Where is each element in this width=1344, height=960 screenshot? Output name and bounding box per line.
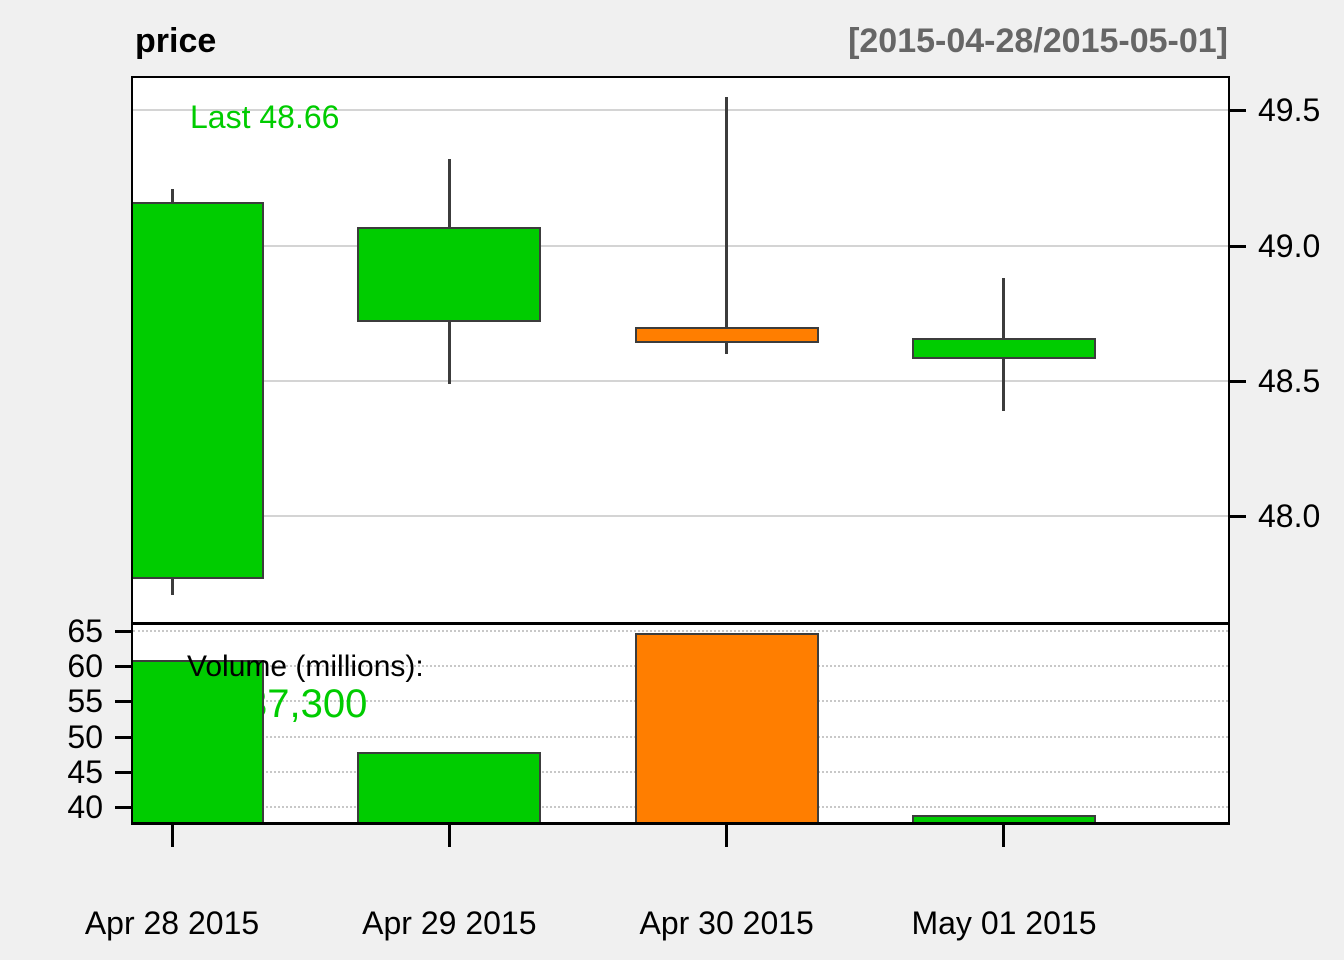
volume-axis-label: 40 — [67, 789, 103, 826]
x-axis-label: May 01 2015 — [911, 905, 1097, 941]
price-gridline — [133, 109, 1228, 112]
last-price-label: Last 48.66 — [190, 99, 340, 135]
volume-axis-tick — [115, 665, 131, 669]
candle-body-up — [133, 202, 264, 579]
left-border-line — [131, 76, 133, 825]
candle-body-up — [357, 226, 542, 322]
volume-axis-tick — [115, 735, 131, 739]
price-axis-label: 49.5 — [1258, 92, 1321, 129]
volume-last-value: 37,300 — [245, 682, 368, 726]
volume-axis-label: 65 — [67, 612, 103, 649]
volume-axis-label: 60 — [67, 648, 103, 685]
price-axis-tick — [1230, 380, 1246, 384]
candle-body-down — [634, 326, 819, 344]
x-axis-tick — [725, 825, 729, 847]
x-axis-tick — [170, 825, 174, 847]
price-axis-tick — [1230, 515, 1246, 519]
x-axis-tick — [1002, 825, 1006, 847]
price-gridline — [133, 515, 1228, 518]
volume-axis-tick — [115, 770, 131, 774]
volume-caption: Volume (millions): — [187, 650, 424, 683]
date-range-label: [2015-04-28/2015-05-01] — [848, 22, 1228, 60]
x-axis-line — [131, 822, 1230, 825]
price-axis-label: 48.0 — [1258, 498, 1321, 535]
chart-title: price — [135, 22, 217, 60]
x-axis-label: Apr 29 2015 — [362, 905, 537, 941]
price-gridline — [133, 380, 1228, 383]
x-axis-label: Apr 28 2015 — [84, 905, 260, 941]
volume-bar-up — [911, 814, 1096, 822]
price-axis-label: 48.5 — [1258, 363, 1321, 400]
volume-bar-down — [634, 633, 819, 822]
volume-axis-tick — [115, 806, 131, 810]
volume-axis-tick — [115, 629, 131, 633]
right-border-line — [1228, 76, 1230, 825]
price-axis-label: 49.0 — [1258, 227, 1321, 264]
volume-axis-tick — [115, 700, 131, 704]
candle-body-up — [911, 337, 1096, 360]
panel-separator-line — [131, 622, 1230, 625]
volume-axis-label: 55 — [67, 683, 103, 720]
volume-gridline — [133, 629, 1228, 632]
volume-bar-up — [133, 659, 264, 822]
volume-plot-area — [133, 625, 1228, 822]
volume-axis-label: 45 — [67, 753, 103, 790]
price-axis-tick — [1230, 244, 1246, 248]
price-panel-top-border — [131, 76, 1230, 78]
price-gridline — [133, 244, 1228, 247]
x-axis-label: Apr 30 2015 — [639, 905, 814, 941]
volume-axis-label: 50 — [67, 718, 103, 755]
price-axis-tick — [1230, 109, 1246, 113]
candle-wick — [725, 96, 729, 355]
price-plot-area — [133, 78, 1228, 622]
volume-bar-up — [357, 752, 542, 822]
x-axis-tick — [447, 825, 451, 847]
